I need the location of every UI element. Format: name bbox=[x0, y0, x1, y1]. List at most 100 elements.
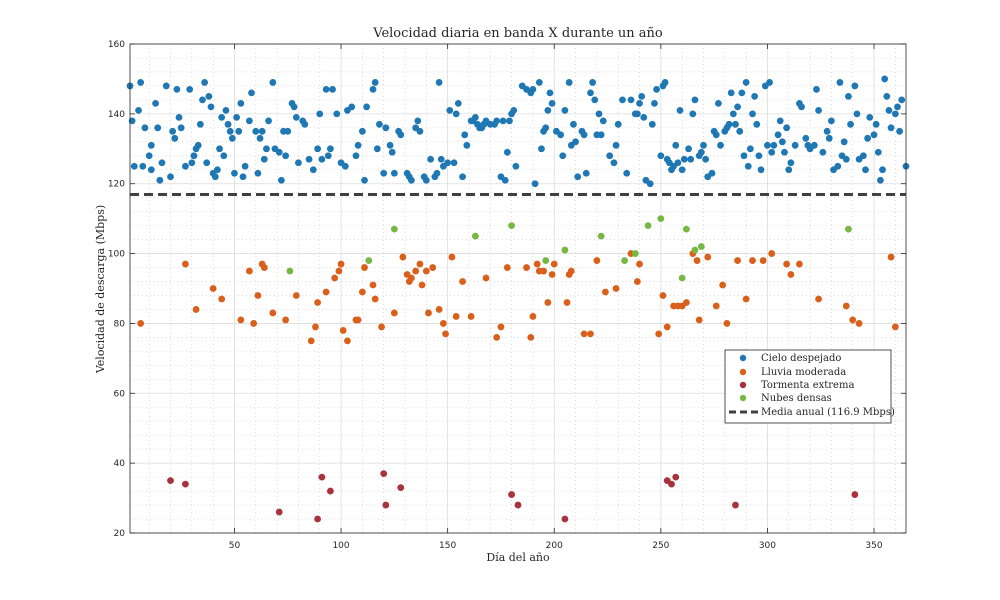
point-cielo-despejado bbox=[205, 92, 213, 100]
point-cielo-despejado bbox=[691, 96, 699, 104]
point-lluvia-moderada bbox=[292, 292, 300, 299]
legend: Cielo despejado Lluvia moderada Tormenta… bbox=[724, 349, 895, 424]
point-cielo-despejado bbox=[538, 145, 545, 153]
point-cielo-despejado bbox=[879, 166, 886, 174]
y-tick-label: 80 bbox=[114, 319, 126, 329]
point-lluvia-moderada bbox=[533, 260, 541, 268]
point-lluvia-moderada bbox=[307, 337, 315, 345]
point-cielo-despejado bbox=[672, 141, 680, 149]
point-tormenta-extrema bbox=[851, 491, 859, 498]
point-cielo-despejado bbox=[437, 155, 445, 163]
point-cielo-despejado bbox=[450, 159, 458, 167]
point-cielo-despejado bbox=[461, 131, 469, 139]
point-lluvia-moderada bbox=[563, 299, 571, 306]
point-lluvia-moderada bbox=[361, 264, 368, 271]
point-tormenta-extrema bbox=[182, 480, 189, 488]
legend-label-tormenta-extrema: Tormenta extrema bbox=[761, 380, 854, 391]
point-cielo-despejado bbox=[676, 106, 684, 114]
point-cielo-despejado bbox=[744, 162, 752, 170]
point-cielo-despejado bbox=[606, 152, 614, 160]
point-cielo-despejado bbox=[574, 173, 582, 181]
point-lluvia-moderada bbox=[855, 320, 863, 327]
point-cielo-despejado bbox=[742, 79, 750, 86]
point-lluvia-moderada bbox=[354, 316, 362, 324]
point-lluvia-moderada bbox=[358, 288, 366, 296]
point-cielo-despejado bbox=[768, 148, 776, 156]
point-cielo-despejado bbox=[872, 120, 880, 128]
point-cielo-despejado bbox=[141, 124, 149, 132]
point-cielo-despejado bbox=[231, 169, 238, 177]
point-cielo-despejado bbox=[358, 127, 366, 135]
point-cielo-despejado bbox=[376, 120, 383, 128]
point-cielo-despejado bbox=[781, 148, 788, 156]
point-lluvia-moderada bbox=[459, 278, 466, 285]
point-cielo-despejado bbox=[770, 141, 778, 149]
point-lluvia-moderada bbox=[442, 330, 449, 338]
plot-border bbox=[129, 43, 907, 534]
point-cielo-despejado bbox=[847, 120, 854, 128]
legend-marker-tormenta-extrema bbox=[739, 381, 747, 389]
x-tick-label: 150 bbox=[439, 541, 456, 551]
point-cielo-despejado bbox=[237, 99, 245, 107]
point-cielo-despejado bbox=[725, 120, 733, 128]
point-cielo-despejado bbox=[678, 166, 686, 174]
point-cielo-despejado bbox=[446, 106, 454, 114]
point-cielo-despejado bbox=[326, 145, 334, 153]
y-tick-label: 100 bbox=[108, 250, 125, 260]
point-nubes-densas bbox=[365, 257, 373, 264]
point-cielo-despejado bbox=[757, 166, 765, 174]
point-cielo-despejado bbox=[740, 152, 748, 160]
point-lluvia-moderada bbox=[422, 267, 430, 275]
point-cielo-despejado bbox=[732, 120, 739, 128]
point-cielo-despejado bbox=[572, 138, 579, 146]
point-lluvia-moderada bbox=[593, 257, 601, 264]
point-lluvia-moderada bbox=[408, 274, 415, 282]
chart-title: Velocidad diaria en banda X durante un a… bbox=[372, 26, 663, 41]
point-lluvia-moderada bbox=[344, 337, 351, 345]
point-cielo-despejado bbox=[463, 141, 471, 149]
point-cielo-despejado bbox=[674, 159, 682, 167]
point-cielo-despejado bbox=[354, 141, 362, 149]
point-lluvia-moderada bbox=[312, 323, 319, 331]
point-cielo-despejado bbox=[836, 79, 844, 86]
point-lluvia-moderada bbox=[218, 295, 226, 303]
point-cielo-despejado bbox=[171, 134, 179, 142]
point-cielo-despejado bbox=[877, 176, 884, 184]
point-cielo-despejado bbox=[778, 138, 786, 146]
point-cielo-despejado bbox=[862, 166, 869, 174]
point-cielo-despejado bbox=[459, 173, 466, 181]
point-cielo-despejado bbox=[433, 169, 441, 177]
point-cielo-despejado bbox=[292, 113, 300, 121]
point-tormenta-extrema bbox=[275, 508, 283, 516]
point-cielo-despejado bbox=[842, 155, 850, 163]
plot-area bbox=[130, 44, 906, 533]
point-lluvia-moderada bbox=[842, 302, 850, 310]
point-lluvia-moderada bbox=[418, 281, 426, 289]
point-cielo-despejado bbox=[542, 124, 550, 132]
point-nubes-densas bbox=[390, 225, 398, 233]
point-cielo-despejado bbox=[220, 152, 228, 160]
point-cielo-despejado bbox=[827, 117, 835, 125]
point-cielo-despejado bbox=[363, 103, 371, 111]
point-tormenta-extrema bbox=[561, 515, 569, 523]
point-cielo-despejado bbox=[196, 120, 204, 128]
point-nubes-densas bbox=[678, 274, 686, 282]
point-lluvia-moderada bbox=[759, 257, 767, 264]
point-cielo-despejado bbox=[275, 148, 283, 156]
point-cielo-despejado bbox=[708, 169, 716, 177]
point-cielo-despejado bbox=[173, 86, 181, 93]
point-cielo-despejado bbox=[499, 117, 507, 125]
axis-ticks bbox=[130, 43, 906, 534]
point-cielo-despejado bbox=[152, 99, 159, 107]
point-cielo-despejado bbox=[147, 166, 155, 174]
point-cielo-despejado bbox=[260, 155, 268, 163]
point-lluvia-moderada bbox=[787, 271, 795, 278]
point-lluvia-moderada bbox=[723, 320, 731, 327]
point-nubes-densas bbox=[657, 215, 665, 223]
point-lluvia-moderada bbox=[314, 299, 322, 306]
point-cielo-despejado bbox=[749, 110, 756, 118]
point-cielo-despejado bbox=[239, 173, 247, 181]
point-lluvia-moderada bbox=[425, 309, 432, 317]
point-lluvia-moderada bbox=[796, 260, 803, 268]
point-cielo-despejado bbox=[248, 89, 255, 97]
